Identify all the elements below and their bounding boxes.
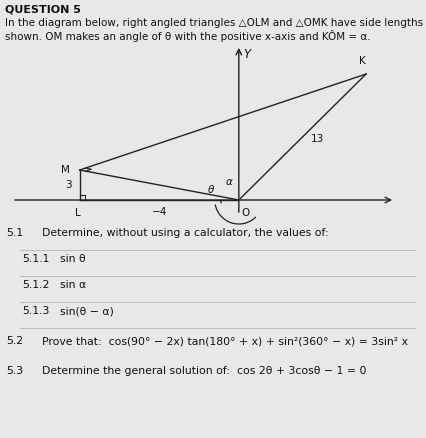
Text: 5.1.2: 5.1.2	[22, 280, 49, 290]
Text: −4: −4	[151, 207, 167, 217]
Text: 5.1.3: 5.1.3	[22, 306, 49, 316]
Text: 5.1: 5.1	[6, 228, 23, 238]
Text: Prove that:  cos(90° − 2x) tan(180° + x) + sin²(360° − x) = 3sin² x: Prove that: cos(90° − 2x) tan(180° + x) …	[42, 336, 407, 346]
Text: Determine, without using a calculator, the values of:: Determine, without using a calculator, t…	[42, 228, 328, 238]
Text: sin(θ − α): sin(θ − α)	[60, 306, 114, 316]
Text: sin θ: sin θ	[60, 254, 86, 264]
Text: QUESTION 5: QUESTION 5	[5, 5, 81, 15]
Text: L: L	[75, 208, 81, 218]
Text: 13: 13	[310, 134, 323, 144]
Text: 5.3: 5.3	[6, 366, 23, 376]
Text: θ: θ	[207, 185, 213, 195]
Text: Determine the general solution of:  cos 2θ + 3cosθ − 1 = 0: Determine the general solution of: cos 2…	[42, 366, 366, 376]
Text: K: K	[358, 56, 365, 66]
Text: 3: 3	[65, 180, 72, 190]
Text: Y: Y	[242, 48, 249, 61]
Text: In the diagram below, right angled triangles △OLM and △OMK have side lengths as: In the diagram below, right angled trian…	[5, 18, 426, 28]
Text: O: O	[241, 208, 250, 218]
Text: shown. OM makes an angle of θ with the positive x-axis and KÔM = α.: shown. OM makes an angle of θ with the p…	[5, 30, 370, 42]
Text: 5.2: 5.2	[6, 336, 23, 346]
Text: sin α: sin α	[60, 280, 86, 290]
Text: α: α	[225, 177, 232, 187]
Text: M: M	[60, 165, 69, 175]
Text: 5.1.1: 5.1.1	[22, 254, 49, 264]
